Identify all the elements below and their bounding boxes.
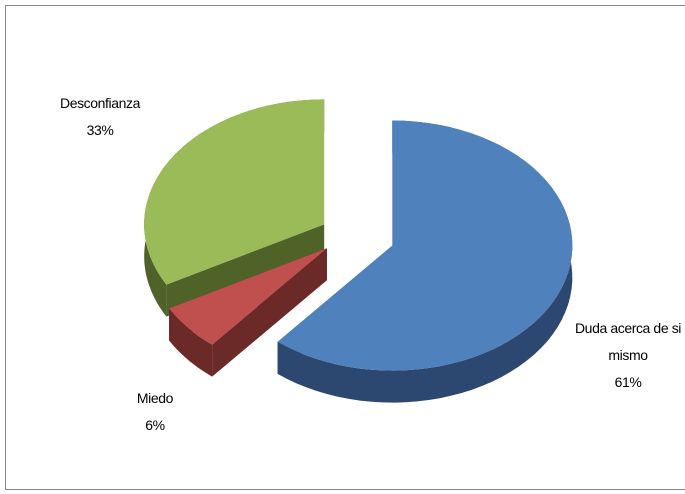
slice [144,99,325,285]
value-label: 6% [145,417,165,433]
value-label: 61% [614,374,642,390]
chart-frame [5,5,685,490]
slice [277,120,573,371]
slice [169,248,327,345]
category-label: Miedo [136,390,174,406]
slice-side [277,120,573,403]
category-label: Desconfianza [59,95,141,111]
data-label: Miedo 6% [120,385,190,439]
value-label: 33% [86,122,114,138]
category-label: Duda acerca de si mismo [574,320,682,363]
slice-side [166,224,325,317]
data-label: Duda acerca de si mismo 61% [562,315,685,396]
slice-side [169,308,213,377]
data-label: Desconfianza 33% [40,90,160,144]
